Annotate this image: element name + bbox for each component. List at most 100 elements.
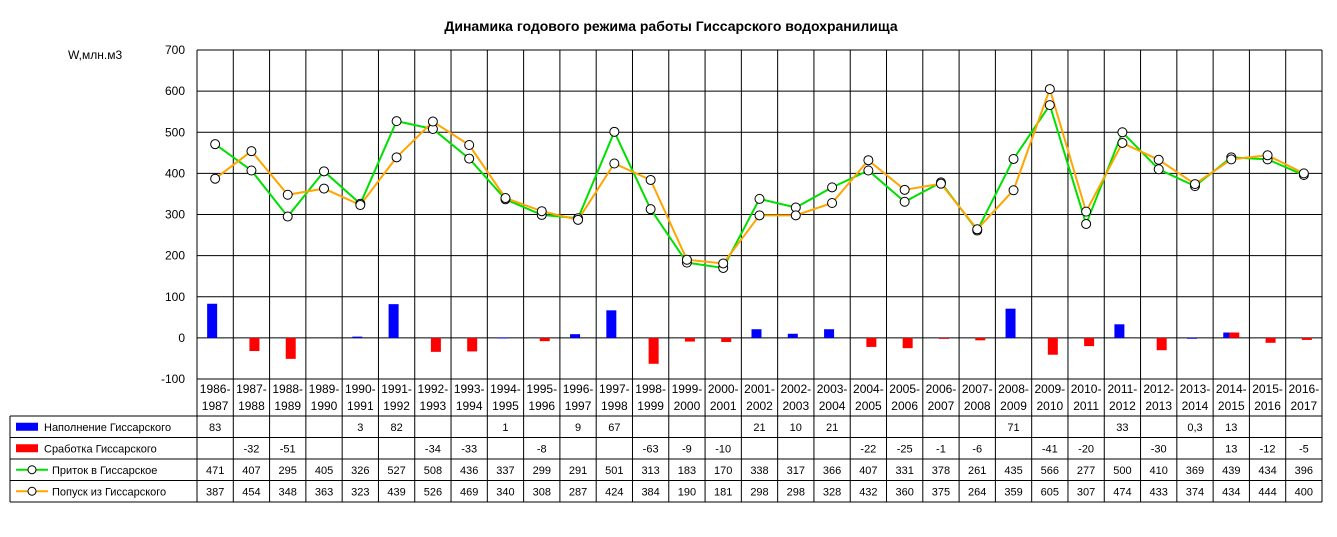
x-tick-label: 2005- <box>889 382 920 396</box>
data-label: 21 <box>826 422 838 434</box>
point-inflow <box>609 126 620 137</box>
x-tick-label: 2001 <box>710 399 737 413</box>
x-tick-label: 1994- <box>490 382 521 396</box>
x-tick-label: 2015 <box>1218 399 1245 413</box>
data-label: -25 <box>897 443 913 455</box>
x-tick-label: 2012 <box>1109 399 1136 413</box>
point-release <box>1117 137 1128 148</box>
data-label: 500 <box>1113 465 1131 477</box>
x-tick-label: 2016 <box>1254 399 1281 413</box>
bar-fill <box>787 333 798 338</box>
data-label: 375 <box>932 486 950 498</box>
data-label: 0,3 <box>1187 422 1202 434</box>
data-label: 363 <box>315 486 333 498</box>
point-inflow <box>319 166 330 177</box>
data-label: 432 <box>859 486 877 498</box>
data-label: -10 <box>715 443 731 455</box>
data-label: 378 <box>932 465 950 477</box>
x-tick-label: 2003- <box>817 382 848 396</box>
data-label: -33 <box>461 443 477 455</box>
point-release <box>827 197 838 208</box>
x-tick-label: 2002 <box>746 399 773 413</box>
bar-fill <box>570 334 581 338</box>
x-tick-label: 1988- <box>272 382 303 396</box>
data-label: -51 <box>280 443 296 455</box>
point-release <box>319 183 330 194</box>
data-label: 337 <box>496 465 514 477</box>
data-label: 83 <box>209 422 221 434</box>
x-tick-label: 1990 <box>311 399 338 413</box>
data-label: 405 <box>315 465 333 477</box>
data-label: 298 <box>787 486 805 498</box>
data-label: -20 <box>1078 443 1094 455</box>
data-label: 181 <box>714 486 732 498</box>
point-inflow <box>1081 218 1092 229</box>
data-label: 454 <box>242 486 260 498</box>
x-tick-label: 2014- <box>1216 382 1247 396</box>
x-tick-label: 1987- <box>236 382 267 396</box>
data-label: 277 <box>1077 465 1095 477</box>
data-label: 359 <box>1004 486 1022 498</box>
point-inflow <box>391 116 402 127</box>
y-tick-label: 200 <box>165 249 185 263</box>
bar-fill <box>207 303 218 338</box>
x-tick-label: 2004- <box>853 382 884 396</box>
data-label: 67 <box>608 422 620 434</box>
y-axis-label: W,млн.м3 <box>68 48 122 62</box>
x-tick-label: 1993 <box>420 399 447 413</box>
point-release <box>681 254 692 265</box>
x-tick-label: 2009 <box>1000 399 1027 413</box>
bar-drawdown <box>430 337 441 352</box>
point-inflow <box>899 196 910 207</box>
data-label: 170 <box>714 465 732 477</box>
data-label: -63 <box>643 443 659 455</box>
data-label: 33 <box>1116 422 1128 434</box>
point-inflow <box>210 139 221 150</box>
y-tick-label: 100 <box>165 290 185 304</box>
x-tick-label: 1997 <box>565 399 592 413</box>
data-table: 1986- 1987 1987- 1988 1988- 1989 1989- 1990 1990… <box>9 382 1322 503</box>
bar-fill <box>497 337 508 339</box>
bar-drawdown <box>285 337 296 359</box>
data-label: 340 <box>496 486 514 498</box>
data-label: -34 <box>425 443 441 455</box>
data-label: 190 <box>678 486 696 498</box>
x-tick-label: 1994 <box>456 399 483 413</box>
bar-drawdown <box>1301 337 1312 340</box>
point-inflow <box>1044 100 1055 111</box>
x-tick-label: 1997- <box>599 382 630 396</box>
x-tick-label: 1996 <box>528 399 555 413</box>
x-tick-label: 2008- <box>998 382 1029 396</box>
plot-grid <box>196 49 1323 502</box>
x-tick-label: 2014 <box>1182 399 1209 413</box>
point-inflow <box>645 204 656 215</box>
data-label: 469 <box>460 486 478 498</box>
point-release <box>718 258 729 269</box>
bar-drawdown <box>902 337 913 349</box>
x-tick-label: 1989 <box>274 399 301 413</box>
x-tick-label: 2002- <box>780 382 811 396</box>
y-tick-labels: -100 0 100 200 300 400 500 600 700 <box>161 43 185 386</box>
bar-drawdown <box>648 337 659 364</box>
data-label: -8 <box>537 443 547 455</box>
x-tick-label: 2013 <box>1145 399 1172 413</box>
point-inflow <box>827 182 838 193</box>
x-tick-label: 2000- <box>708 382 739 396</box>
point-inflow <box>1153 164 1164 175</box>
data-label: -5 <box>1299 443 1309 455</box>
point-release <box>1008 185 1019 196</box>
point-release <box>282 189 293 200</box>
bar-fill <box>606 310 617 338</box>
data-label: 3 <box>357 422 363 434</box>
data-label: 313 <box>641 465 659 477</box>
bar-drawdown <box>866 337 877 347</box>
point-release <box>573 214 584 225</box>
x-tick-label: 2006- <box>926 382 957 396</box>
point-release <box>1044 84 1055 95</box>
data-label: 605 <box>1041 486 1059 498</box>
data-label: 407 <box>242 465 260 477</box>
data-label: 434 <box>1258 465 1276 477</box>
point-release <box>464 139 475 150</box>
point-release <box>391 152 402 163</box>
point-inflow <box>863 165 874 176</box>
